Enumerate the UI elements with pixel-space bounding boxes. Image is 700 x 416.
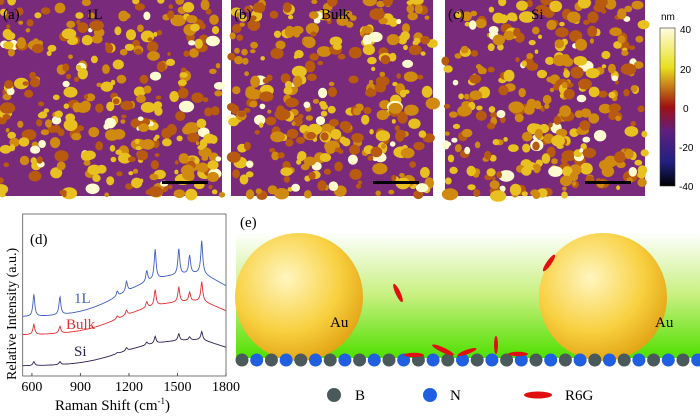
- colorbar-tick: 20: [680, 65, 692, 76]
- svg-text:B: B: [355, 388, 365, 404]
- chart-letter: (d): [30, 232, 48, 248]
- afm-image: [441, 0, 650, 202]
- au-label: Au: [330, 315, 349, 331]
- x-tick-label: 1800: [212, 380, 240, 395]
- au-particle: [235, 233, 363, 361]
- panel-letter: (c): [448, 7, 465, 23]
- panel-label: 1L: [86, 7, 103, 23]
- n-atom: [632, 353, 646, 367]
- series-line-Bulk: [22, 281, 227, 336]
- svg-text:N: N: [450, 388, 461, 404]
- n-atom: [544, 353, 558, 367]
- b-atom: [353, 353, 367, 367]
- colorbar-tick: -20: [679, 143, 694, 154]
- b-atom: [617, 353, 631, 367]
- colorbar-unit: nm: [661, 12, 675, 23]
- series-line-Si: [22, 330, 227, 367]
- x-tick-label: 900: [70, 380, 91, 395]
- b-atom: [323, 353, 337, 367]
- n-atom: [338, 353, 352, 367]
- afm-image: [0, 0, 226, 201]
- n-atom: [691, 353, 700, 367]
- scale-bar: [162, 181, 208, 184]
- b-atom: [529, 353, 543, 367]
- schematic-letter: (e): [240, 215, 257, 231]
- n-atom: [250, 353, 264, 367]
- n-atom: [456, 353, 469, 367]
- series-label-si: Si: [74, 344, 87, 360]
- panel-letter: (b): [234, 7, 252, 23]
- n-atom: [397, 353, 411, 367]
- scale-bar: [373, 181, 419, 184]
- x-tick-label: 1500: [163, 380, 191, 395]
- colorbar-tick: -40: [679, 182, 694, 193]
- b-atom: [382, 353, 396, 367]
- b-atom: [647, 353, 661, 367]
- au-label: Au: [655, 315, 674, 331]
- au-particle: [539, 233, 667, 361]
- b-atom: [235, 353, 249, 367]
- legend: B N R6G: [327, 388, 594, 404]
- series-line-1L: [22, 240, 227, 317]
- svg-text:R6G: R6G: [565, 388, 594, 404]
- series-label-bulk: Bulk: [66, 317, 96, 333]
- n-atom: [485, 353, 499, 367]
- b-atom: [588, 353, 602, 367]
- panel-letter: (a): [3, 7, 20, 23]
- afm-image: [225, 0, 440, 201]
- b-atom: [558, 353, 572, 367]
- x-tick-label: 1200: [115, 380, 143, 395]
- n-atom: [279, 353, 293, 367]
- panel-label: Bulk: [321, 7, 351, 23]
- b-atom: [264, 353, 278, 367]
- x-axis-label: Raman Shift (cm-1): [55, 396, 170, 414]
- colorbar-tick: 0: [683, 104, 689, 115]
- b-atom: [470, 353, 484, 367]
- b-atom: [676, 353, 690, 367]
- b-atom: [441, 353, 455, 367]
- n-atom: [367, 353, 381, 367]
- n-atom: [573, 353, 587, 367]
- scale-bar: [585, 181, 631, 184]
- colorbar-tick: 40: [680, 25, 692, 36]
- series-label-1L: 1L: [74, 291, 91, 307]
- n-atom: [426, 353, 440, 367]
- schematic: Au Au (e) B N R6G: [235, 215, 700, 404]
- n-atom: [514, 353, 528, 367]
- raman-chart: 600 900 1200 1500 1800 (d) 1L Bulk Si Raman …: [5, 213, 240, 414]
- n-atom: [661, 353, 675, 367]
- n-atom: [309, 353, 322, 367]
- y-axis-label: Relative Intensity (a.u.): [5, 247, 20, 380]
- colorbar: nm 40 20 0 -20 -40: [659, 12, 694, 193]
- x-tick-label: 600: [21, 380, 42, 395]
- n-atom: [603, 353, 616, 367]
- b-atom: [500, 353, 514, 367]
- b-atom: [294, 353, 308, 367]
- panel-label: Si: [531, 7, 544, 23]
- r6g-molecules: [393, 254, 556, 358]
